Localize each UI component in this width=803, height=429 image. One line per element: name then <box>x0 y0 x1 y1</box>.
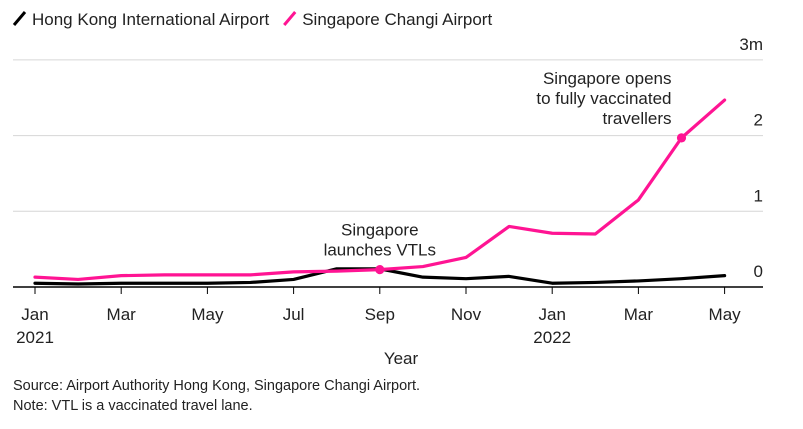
annotation-2022-04-line-2: to fully vaccinated <box>536 89 671 108</box>
x-axis-title: Year <box>384 349 419 368</box>
annotation-2022-04-line-1: Singapore opens <box>543 69 672 88</box>
y-axis-ticks: 0 1 2 3m <box>739 35 763 281</box>
x-tick-label-2021-09: Sep <box>365 305 395 324</box>
annotation-2022-04-line-3: travellers <box>603 109 672 128</box>
annotation-marker-2022-04 <box>676 133 687 143</box>
annotation-2021-09-line-1: Singapore <box>341 221 419 240</box>
x-tick-label-2021-07: Jul <box>283 305 305 324</box>
x-axis: Jan 2021 Mar May Jul Sep Nov Jan 2022 Mar May <box>13 286 763 347</box>
y-tick-label-1: 1 <box>754 186 763 205</box>
legend-swatch-hong-kong-international-airport <box>12 11 27 26</box>
chart-legend: Hong Kong International Airport Singapore… <box>12 10 492 29</box>
x-tick-label-2021-01: Jan <box>21 305 48 324</box>
x-tick-label-2022-03: Mar <box>624 305 654 324</box>
x-tick-label-2021-11: Nov <box>451 305 482 324</box>
x-tick-label-2022-01: Jan <box>538 305 565 324</box>
legend-swatch-singapore-changi-airport <box>283 11 297 26</box>
y-tick-label-0: 0 <box>754 262 763 281</box>
legend-label-singapore-changi-airport: Singapore Changi Airport <box>302 10 492 29</box>
annotation-markers <box>375 133 687 275</box>
x-tick-year-2022-01: 2022 <box>533 328 571 347</box>
source-note: Source: Airport Authority Hong Kong, Sin… <box>13 378 421 394</box>
y-tick-label-2: 2 <box>754 111 763 130</box>
annotation-marker-2021-09 <box>375 264 385 275</box>
x-tick-year-2021-01: 2021 <box>16 328 54 347</box>
x-tick-label-2022-05: May <box>709 305 742 324</box>
y-tick-label-3m: 3m <box>739 35 763 54</box>
gridlines <box>13 59 763 212</box>
legend-label-hong-kong-international-airport: Hong Kong International Airport <box>32 10 269 29</box>
footnote: Note: VTL is a vaccinated travel lane. <box>13 398 253 414</box>
x-tick-label-2021-05: May <box>191 305 224 324</box>
line-chart: Hong Kong International Airport Singapore… <box>12 10 763 368</box>
annotation-2021-09-line-2: launches VTLs <box>324 241 436 260</box>
x-tick-label-2021-03: Mar <box>107 305 137 324</box>
